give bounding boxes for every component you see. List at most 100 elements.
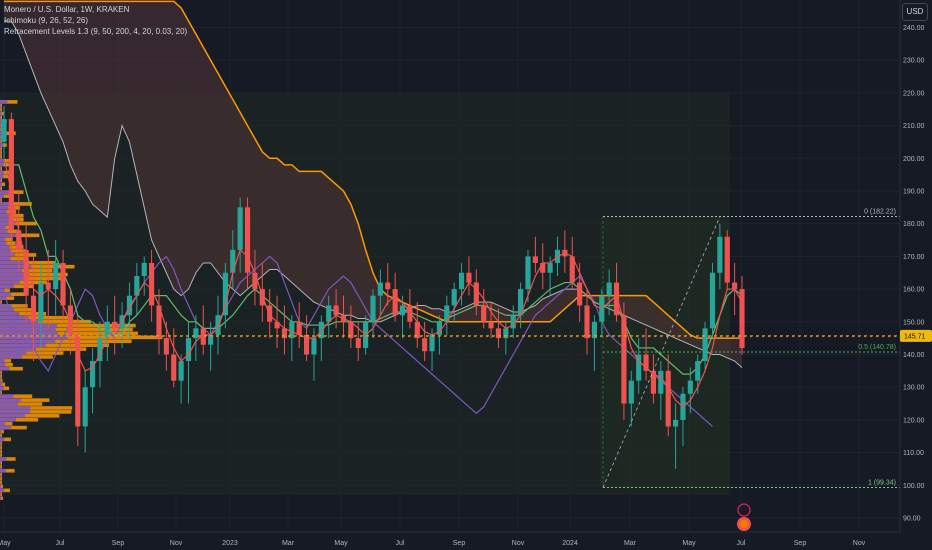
time-axis-tick: Sep <box>112 540 125 547</box>
time-axis-tick: May <box>0 540 11 547</box>
candle-body <box>215 315 221 335</box>
retracement-indicator-label[interactable]: Retracement Levels 1.3 (9, 50, 200, 4, 2… <box>4 27 188 36</box>
candle-body <box>370 295 376 322</box>
volume-profile-bar-alt <box>0 370 1 375</box>
volume-profile-bar <box>0 445 2 450</box>
volume-profile-bar-alt <box>0 280 20 285</box>
volume-profile-bar <box>0 104 2 108</box>
event-marker-icon <box>737 503 751 517</box>
volume-profile-bar <box>0 127 2 132</box>
volume-profile-bar-alt <box>0 402 18 406</box>
volume-profile-bar-alt <box>0 174 4 179</box>
volume-profile-bar <box>0 461 2 465</box>
volume-profile-bar <box>0 209 17 214</box>
price-axis-tick: 220.00 <box>903 90 925 97</box>
volume-profile-bar-alt <box>0 264 32 269</box>
volume-profile-bar <box>0 382 6 387</box>
volume-profile-bar <box>0 398 50 402</box>
candle-body <box>510 315 516 329</box>
volume-profile-bar <box>0 249 26 253</box>
candle-body <box>577 282 583 306</box>
candle-body <box>702 328 708 362</box>
candle-body <box>458 272 465 290</box>
volume-profile-bar-alt <box>0 425 12 430</box>
candle-body <box>126 295 133 316</box>
candle-body <box>621 315 627 404</box>
price-axis-tick: 130.00 <box>903 385 925 392</box>
volume-profile-bar-alt <box>0 178 1 183</box>
volume-profile-bar <box>0 155 2 159</box>
candle-body <box>156 305 162 339</box>
price-axis-tick: 180.00 <box>903 221 925 228</box>
volume-profile-bar-alt <box>0 366 10 371</box>
candle-body <box>717 236 723 273</box>
volume-profile-bar-alt <box>0 229 8 234</box>
volume-profile-bar-alt <box>0 268 22 273</box>
volume-profile-bar <box>0 492 2 497</box>
candle-body <box>495 328 502 339</box>
volume-profile-bar <box>0 151 2 155</box>
time-axis-tick: Jul <box>396 540 405 547</box>
candle-body <box>208 334 214 345</box>
volume-profile-bar-alt <box>0 378 2 383</box>
volume-profile-bar-alt <box>0 166 1 171</box>
candle-body <box>193 328 199 339</box>
volume-profile-bar <box>0 237 13 242</box>
volume-profile-bar-alt <box>0 249 11 253</box>
candle-body <box>296 321 302 335</box>
candle-body <box>185 338 192 362</box>
volume-profile-bar-alt <box>0 147 1 151</box>
volume-profile-bar-alt <box>0 453 1 457</box>
volume-profile-bar <box>0 425 27 430</box>
volume-profile-bar-alt <box>0 433 1 438</box>
candle-body <box>200 328 206 345</box>
ichimoku-indicator-label[interactable]: Ichimoku (9, 26, 52, 26) <box>4 16 89 25</box>
volume-profile-bar-alt <box>0 217 10 222</box>
volume-profile-bar-alt <box>0 241 7 245</box>
volume-profile-bar <box>0 135 2 140</box>
time-axis-tick: 2023 <box>222 540 238 547</box>
candle-body <box>569 256 575 283</box>
candle-body <box>658 370 664 394</box>
volume-profile-bar <box>0 366 23 371</box>
candle-body <box>178 361 184 381</box>
volume-profile-bar-alt <box>0 449 1 453</box>
candle-body <box>318 321 324 339</box>
volume-profile-bar-alt <box>0 288 5 293</box>
volume-profile-bar-alt <box>0 382 3 387</box>
volume-profile-bar-alt <box>0 484 2 489</box>
candle-body <box>407 305 413 322</box>
volume-profile-bar-alt <box>0 414 25 418</box>
candle-body <box>547 262 553 273</box>
price-axis-tick: 200.00 <box>903 156 925 163</box>
volume-profile-bar-alt <box>0 374 1 379</box>
candle-body <box>274 321 280 329</box>
volume-profile-bar-alt <box>0 308 15 312</box>
candle-body <box>613 282 620 316</box>
volume-profile-bar <box>0 347 87 351</box>
candle-body <box>732 282 738 290</box>
volume-profile-bar-alt <box>0 206 9 210</box>
volume-profile-bar-alt <box>0 186 1 191</box>
volume-profile-bar-alt <box>0 304 12 308</box>
candle-body <box>665 370 671 427</box>
volume-profile-bar <box>0 178 2 183</box>
chart-legend: Monero / U.S. Dollar, 1W, KRAKEN Ichimok… <box>4 4 187 37</box>
time-axis-tick: Jul <box>56 540 65 547</box>
candle-body <box>392 289 398 316</box>
volume-profile-bar-alt <box>0 359 5 363</box>
volume-profile-bar <box>0 339 132 344</box>
price-axis-tick: 110.00 <box>903 450 924 457</box>
fib-level-label: 1 (99.34) <box>868 479 896 486</box>
candle-body <box>414 321 420 339</box>
candle-body <box>488 321 494 329</box>
price-axis-tick: 240.00 <box>903 25 925 32</box>
currency-button[interactable]: USD <box>902 3 928 21</box>
candle-body <box>171 354 177 381</box>
volume-profile-bar-alt <box>0 104 1 108</box>
volume-profile-bar-alt <box>0 276 27 281</box>
volume-profile-bar-alt <box>0 100 8 104</box>
candle-body <box>38 282 44 322</box>
candle-body <box>436 321 443 335</box>
